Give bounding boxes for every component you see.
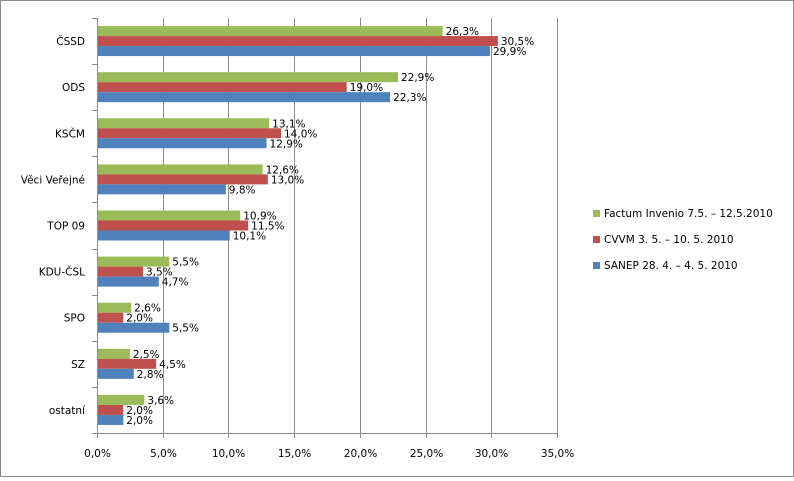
category-label: KDU-ČSL [39, 266, 85, 279]
category-label: SPO [64, 313, 85, 325]
bar [98, 302, 132, 313]
bar [98, 312, 124, 323]
category-label: TOP 09 [46, 221, 85, 233]
bar [98, 164, 263, 175]
x-tick-label: 15,0% [278, 448, 311, 460]
legend-label: CVVM 3. 5. – 10. 5. 2010 [604, 234, 734, 246]
x-tick-label: 10,0% [212, 448, 245, 460]
bar [98, 276, 159, 287]
data-label: 13,0% [271, 174, 304, 186]
bar [98, 174, 268, 185]
bar [98, 72, 398, 83]
x-tick-label: 20,0% [344, 448, 377, 460]
legend-swatch [593, 262, 600, 269]
data-label: 3,6% [147, 395, 174, 407]
bar [98, 358, 157, 369]
category-label: KSČM [55, 127, 85, 140]
bar [98, 184, 226, 195]
data-label: 29,9% [493, 46, 526, 58]
category-label: ODS [62, 82, 85, 94]
x-tick-label: 35,0% [541, 448, 574, 460]
data-label: 2,6% [134, 303, 161, 315]
data-label: 10,1% [233, 231, 266, 243]
data-label: 30,5% [501, 36, 534, 48]
bar [98, 118, 270, 129]
bar [98, 92, 391, 103]
x-tick-label: 0,0% [84, 448, 111, 460]
x-tick-label: 5,0% [150, 448, 177, 460]
legend-swatch [593, 236, 600, 243]
bars [98, 26, 498, 425]
data-label: 5,5% [172, 257, 199, 269]
category-label: SZ [71, 359, 85, 371]
bar [98, 220, 249, 231]
bar [98, 210, 241, 221]
bar [98, 128, 281, 139]
data-label: 2,0% [126, 313, 153, 325]
data-label: 14,0% [284, 128, 317, 140]
data-labels: 26,3% 30,5%29,9% 22,9% 19,0% 22,3% 13,1%14,0%… [126, 26, 534, 427]
bar [98, 36, 498, 47]
data-label: 2,5% [133, 349, 160, 361]
legend-label: SANEP 28. 4. – 4. 5. 2010 [604, 260, 738, 272]
bar [98, 266, 143, 277]
bar [98, 414, 124, 425]
data-label: 22,3% [393, 92, 426, 104]
data-label: 13,1% [272, 118, 305, 130]
bar [98, 46, 490, 57]
data-label: 3,5% [146, 267, 173, 279]
bar [98, 404, 124, 415]
data-label: 19,0% [350, 82, 383, 94]
data-label: 2,0% [126, 405, 153, 417]
legend-swatch [593, 210, 600, 217]
data-label: 10,9% [243, 211, 276, 223]
axes: 0,0% 5,0% 10,0% 15,0% 20,0% 25,0% 30,0% 35,0% ČS… [21, 18, 574, 460]
data-label: 4,7% [162, 277, 189, 289]
data-label: 12,6% [266, 164, 299, 176]
data-label: 2,8% [137, 369, 164, 381]
bar [98, 82, 347, 93]
x-tick-label: 30,0% [475, 448, 508, 460]
bar [98, 322, 170, 333]
x-tick-label: 25,0% [410, 448, 443, 460]
data-label: 2,0% [126, 415, 153, 427]
category-label: ČSSD [56, 35, 85, 48]
bar [98, 394, 145, 405]
legend-label: Factum Invenio 7.5. – 12.5.2010 [604, 208, 773, 220]
data-label: 4,5% [159, 359, 186, 371]
category-label: Věci Veřejné [21, 174, 85, 186]
bar [98, 368, 134, 379]
data-label: 5,5% [172, 323, 199, 335]
bar [98, 138, 267, 149]
data-label: 12,9% [270, 138, 303, 150]
data-label: 22,9% [401, 72, 434, 84]
category-label: ostatní [49, 405, 86, 417]
bar [98, 230, 230, 241]
data-label: 9,8% [229, 184, 256, 196]
data-label: 26,3% [446, 26, 479, 38]
bar [98, 256, 170, 267]
bar [98, 348, 130, 359]
data-label: 11,5% [251, 221, 284, 233]
bar [98, 26, 443, 37]
